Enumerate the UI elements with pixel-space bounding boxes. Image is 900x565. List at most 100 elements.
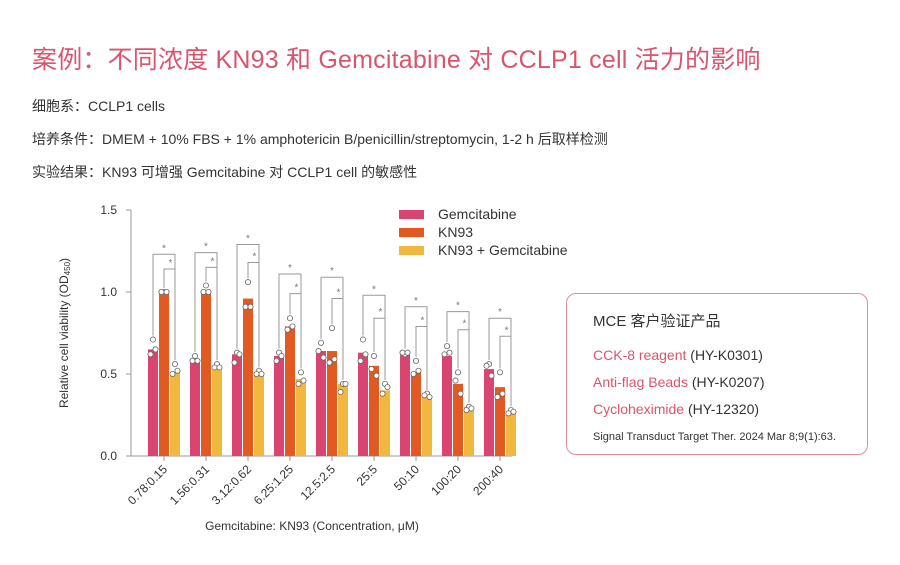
data-point: [216, 364, 223, 371]
bar-kn93-gemcitabine: [380, 390, 390, 456]
significance-bracket: [205, 266, 218, 361]
significance-bracket: [331, 298, 344, 380]
data-point: [158, 288, 165, 295]
data-point: [357, 357, 364, 364]
data-point: [463, 407, 470, 414]
significance-star: *: [505, 325, 509, 336]
bar-kn93: [243, 298, 253, 456]
significance-star: *: [162, 243, 166, 254]
significance-bracket: [457, 329, 470, 403]
bar-kn93: [159, 292, 169, 456]
significance-star: *: [253, 251, 257, 262]
data-point: [328, 325, 335, 332]
significance-star: *: [463, 319, 467, 330]
data-point: [149, 336, 156, 343]
bar-gemcitabine: [442, 355, 452, 456]
data-point: [244, 279, 251, 286]
legend-swatch: [399, 228, 424, 237]
x-tick-label: 3.12:0.62: [209, 462, 255, 508]
data-point: [326, 359, 333, 366]
data-point: [505, 410, 512, 417]
data-point: [147, 351, 154, 358]
y-tick-label: 1.0: [100, 285, 117, 299]
data-point: [331, 356, 338, 363]
significance-star: *: [246, 233, 250, 244]
data-point: [242, 303, 249, 310]
validated-products-card: MCE 客户验证产品 CCK-8 reagent (HY-K0301) Anti…: [566, 293, 868, 455]
bar-gemcitabine: [316, 351, 326, 456]
data-point: [200, 288, 207, 295]
y-tick-label: 0.0: [100, 449, 117, 463]
data-point: [373, 372, 380, 379]
bar-kn93-gemcitabine: [212, 367, 222, 456]
legend-label: KN93 + Gemcitabine: [438, 242, 568, 258]
bar-kn93-gemcitabine: [422, 395, 432, 456]
significance-bracket: [247, 261, 260, 367]
data-point: [443, 343, 450, 350]
data-point: [189, 357, 196, 364]
bar-gemcitabine: [232, 354, 242, 456]
bar-gemcitabine: [358, 352, 368, 456]
bar-kn93: [495, 387, 505, 456]
data-point: [384, 384, 391, 391]
significance-star: *: [414, 296, 418, 307]
data-point: [496, 369, 503, 376]
cell-line-text: 细胞系：CCLP1 cells: [32, 98, 166, 114]
significance-star: *: [456, 301, 460, 312]
bar-kn93: [453, 383, 463, 456]
significance-star: *: [372, 284, 376, 295]
bar-kn93: [201, 292, 211, 456]
legend: Gemcitabine KN93 KN93 + Gemcitabine: [399, 206, 568, 258]
data-point: [404, 349, 411, 356]
x-tick-label: 200:40: [470, 462, 506, 498]
data-point: [315, 348, 322, 355]
x-tick-label: 25:5: [354, 462, 381, 489]
legend-label: Gemcitabine: [438, 206, 517, 222]
culture-conditions-text: 培养条件：DMEM + 10% FBS + 1% amphotericin B/…: [32, 131, 608, 147]
data-point: [247, 303, 254, 310]
data-point: [410, 370, 417, 377]
bar-gemcitabine: [400, 354, 410, 456]
data-point: [468, 405, 475, 412]
bar-kn93-gemcitabine: [506, 411, 516, 456]
data-point: [194, 357, 201, 364]
bar-kn93-gemcitabine: [464, 406, 474, 456]
data-point: [362, 351, 369, 358]
data-point: [320, 354, 327, 361]
data-point: [446, 349, 453, 356]
data-point: [191, 352, 198, 359]
bar-kn93-gemcitabine: [338, 383, 348, 456]
data-point: [399, 349, 406, 356]
significance-layer: ********** ********: [152, 233, 512, 407]
significance-star: *: [204, 242, 208, 253]
product-item: CCK-8 reagent (HY-K0301): [593, 347, 763, 363]
data-point: [415, 367, 422, 374]
significance-bracket: [373, 317, 386, 380]
bar-gemcitabine: [148, 349, 158, 456]
card-title: MCE 客户验证产品: [593, 313, 721, 330]
legend-swatch: [399, 210, 424, 219]
data-point: [236, 351, 243, 358]
data-point: [278, 352, 285, 359]
significance-star: *: [498, 307, 502, 318]
product-link[interactable]: Anti-flag Beads: [593, 374, 688, 390]
significance-star: *: [379, 307, 383, 318]
x-axis-label: Gemcitabine: KN93 (Concentration, μM): [205, 519, 419, 533]
data-point: [286, 315, 293, 322]
product-link[interactable]: CCK-8 reagent: [593, 347, 687, 363]
data-point: [488, 372, 495, 379]
bar-kn93-gemcitabine: [296, 378, 306, 456]
y-axis-label: Relative cell viability (OD450): [57, 258, 72, 408]
y-tick-label: 0.5: [100, 367, 117, 381]
x-tick-label: 6.25:1.25: [251, 462, 297, 508]
product-link[interactable]: Cycloheximide: [593, 401, 685, 417]
data-point: [421, 392, 428, 399]
significance-star: *: [295, 283, 299, 294]
data-point: [295, 380, 302, 387]
product-item: Cycloheximide (HY-12320): [593, 401, 759, 417]
data-point: [317, 339, 324, 346]
significance-bracket: [163, 268, 176, 361]
significance-bracket: [289, 293, 302, 369]
bar-kn93-gemcitabine: [254, 374, 264, 456]
page-title: 案例：不同浓度 KN93 和 Gemcitabine 对 CCLP1 cell …: [32, 46, 761, 74]
